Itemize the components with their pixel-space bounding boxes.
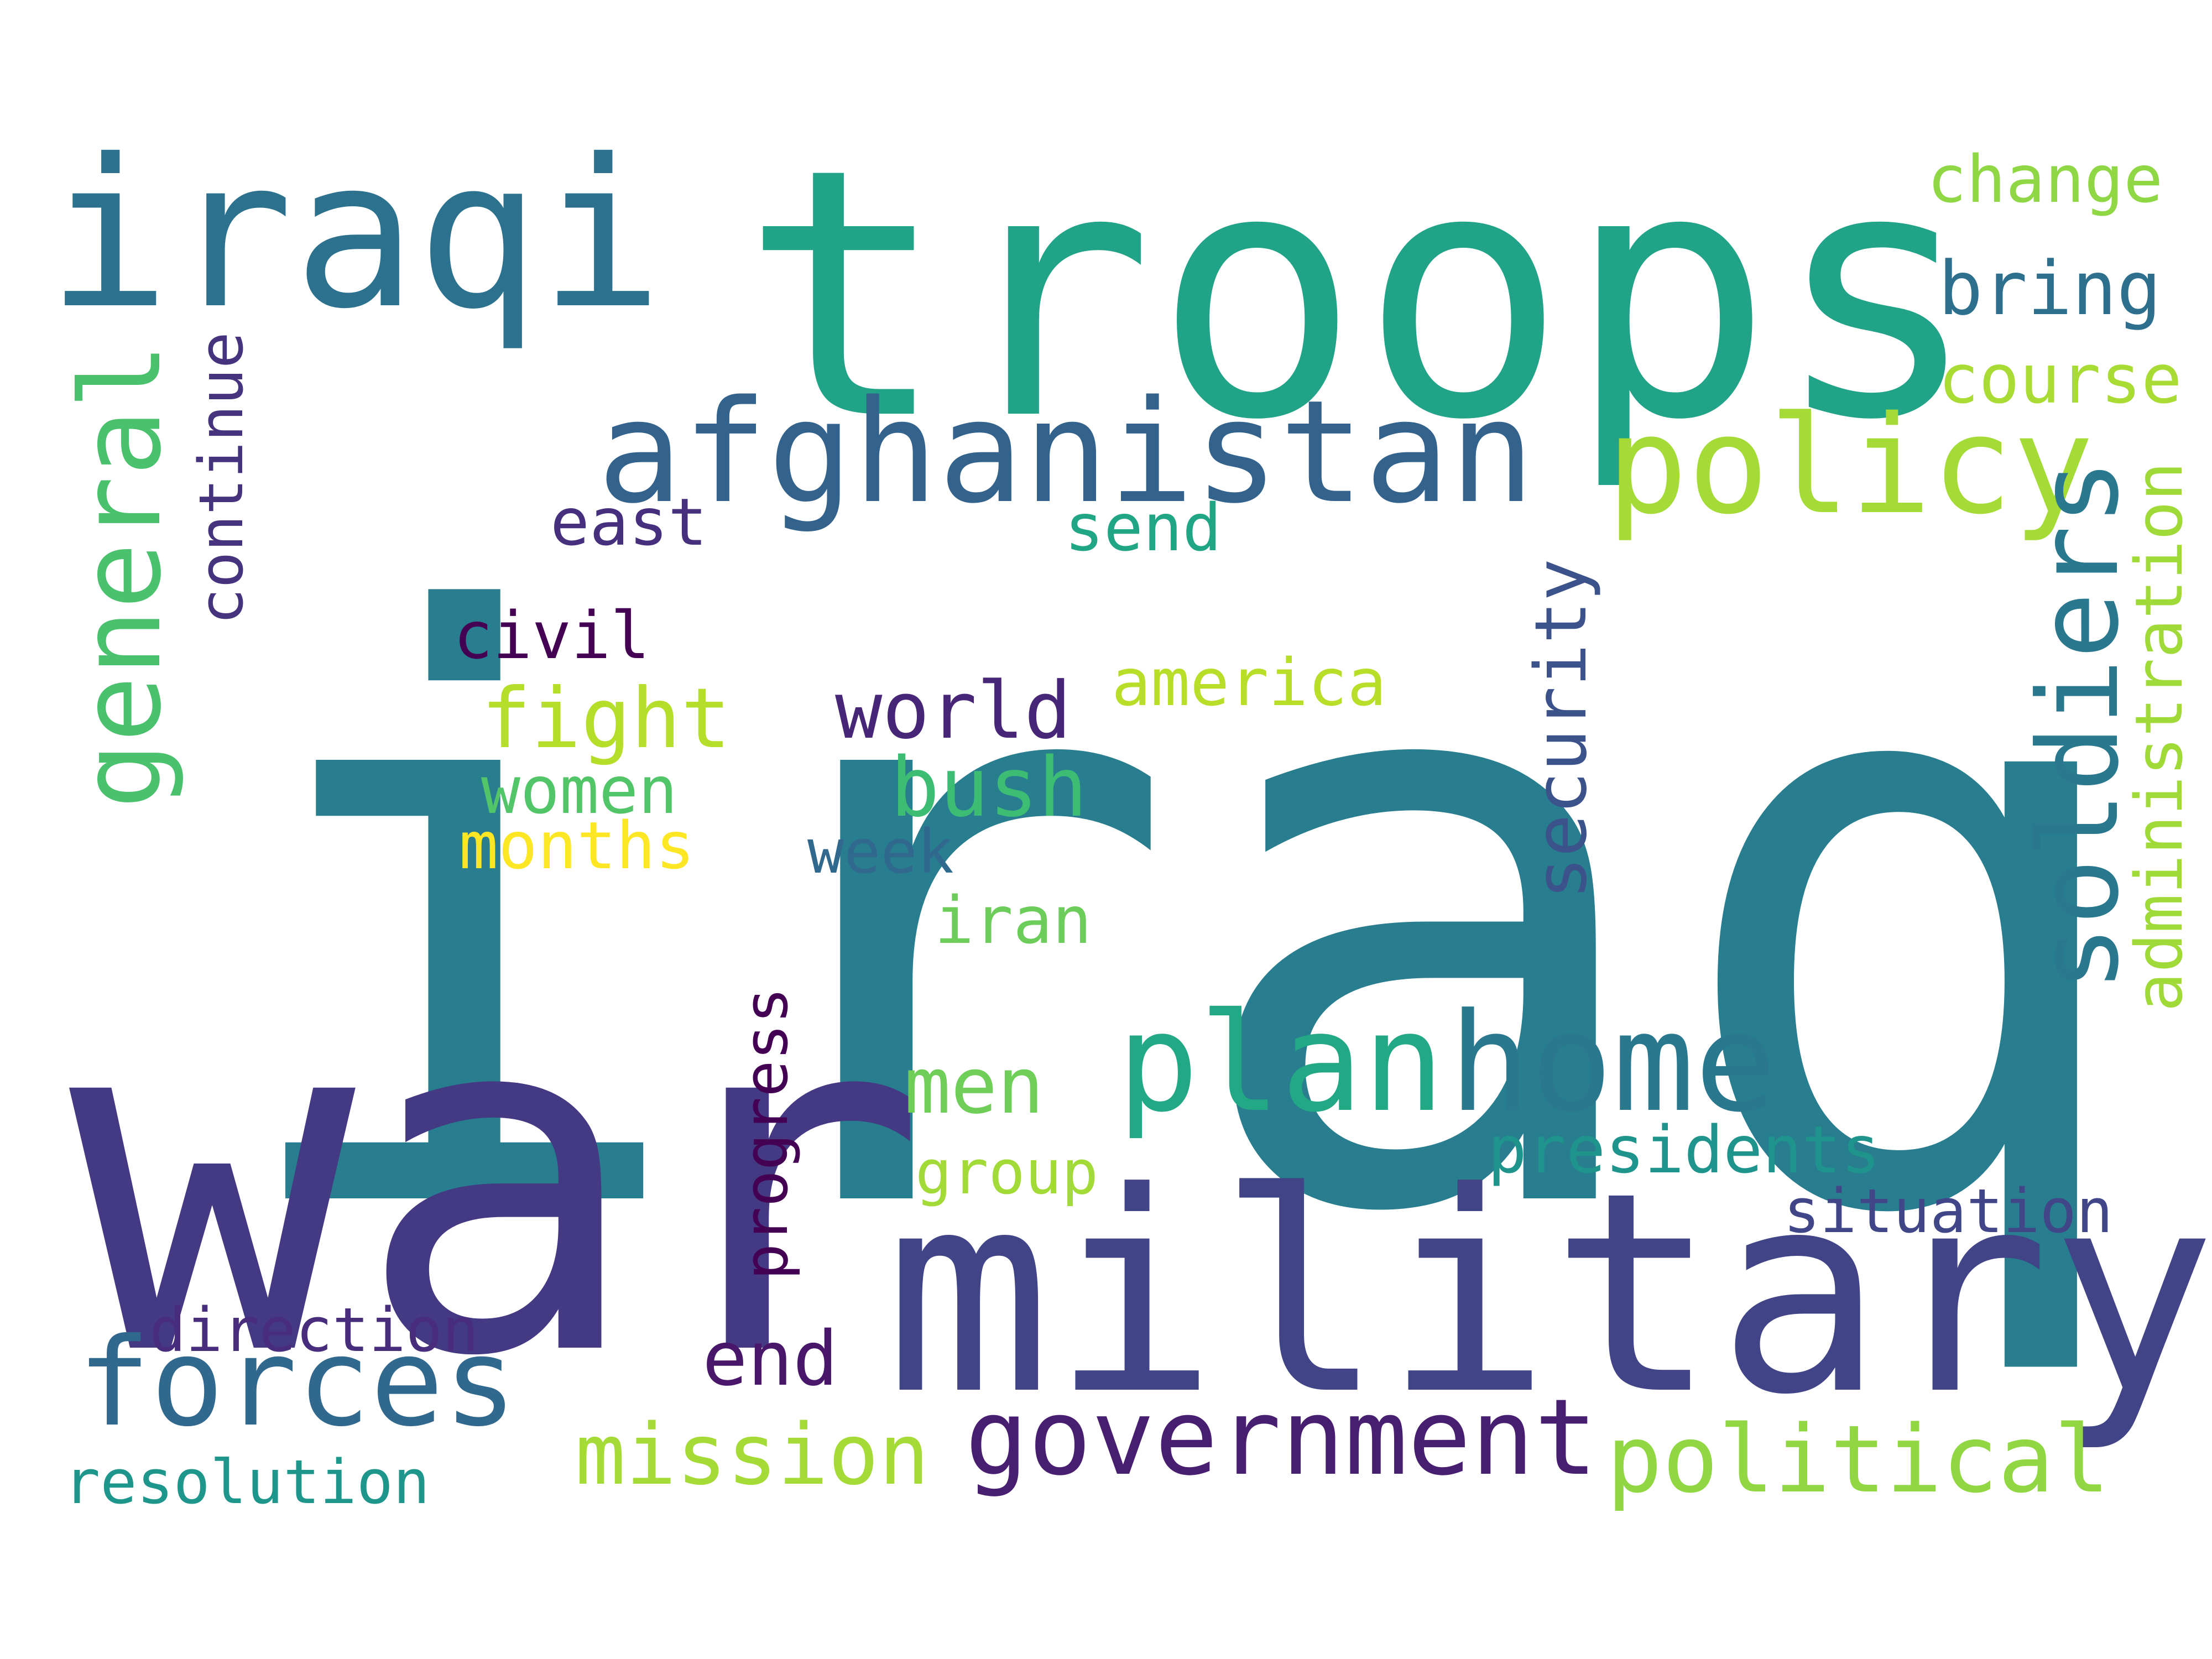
word-group: group xyxy=(915,1137,1099,1208)
word-situation: situation xyxy=(1783,1176,2114,1246)
word-progress: progress xyxy=(731,987,801,1280)
word-war: war xyxy=(69,906,928,1460)
word-troops: troops xyxy=(741,96,1980,495)
word-america: america xyxy=(1112,644,1387,721)
word-soldiers: soldiers xyxy=(2015,459,2143,992)
word-forces: forces xyxy=(77,1312,517,1453)
word-women: women xyxy=(481,752,678,828)
word-general: general xyxy=(57,343,186,809)
word-fight: fight xyxy=(481,671,731,767)
word-send: send xyxy=(1065,489,1222,566)
word-bring: bring xyxy=(1938,246,2162,332)
word-course: course xyxy=(1938,340,2182,419)
word-months: months xyxy=(459,807,695,884)
word-political: political xyxy=(1606,1405,2110,1514)
word-military: military xyxy=(885,1133,2212,1455)
word-iraq: iraq xyxy=(216,454,2147,1387)
word-afghanistan: afghanistan xyxy=(597,370,1535,535)
word-administration: administration xyxy=(2121,462,2197,1012)
word-plan: plan xyxy=(1117,984,1445,1142)
word-presidents: presidents xyxy=(1488,1112,1881,1188)
word-home: home xyxy=(1449,984,1777,1142)
word-week: week xyxy=(807,816,954,887)
word-continue: continue xyxy=(186,332,257,625)
word-civil: civil xyxy=(453,597,650,674)
word-direction: direction xyxy=(149,1295,479,1365)
word-world: world xyxy=(835,665,1072,757)
word-men: men xyxy=(904,1041,1044,1131)
word-government: government xyxy=(965,1376,1598,1499)
word-change: change xyxy=(1927,141,2163,217)
word-iraqi: iraqi xyxy=(47,116,663,354)
word-iran: iran xyxy=(935,882,1092,958)
word-mission: mission xyxy=(575,1406,930,1504)
word-east: east xyxy=(550,484,708,560)
word-resolution: resolution xyxy=(64,1447,430,1517)
word-end: end xyxy=(702,1316,838,1403)
word-bush: bush xyxy=(890,740,1088,835)
word-policy: policy xyxy=(1606,387,2094,544)
word-security: security xyxy=(1520,559,1603,900)
